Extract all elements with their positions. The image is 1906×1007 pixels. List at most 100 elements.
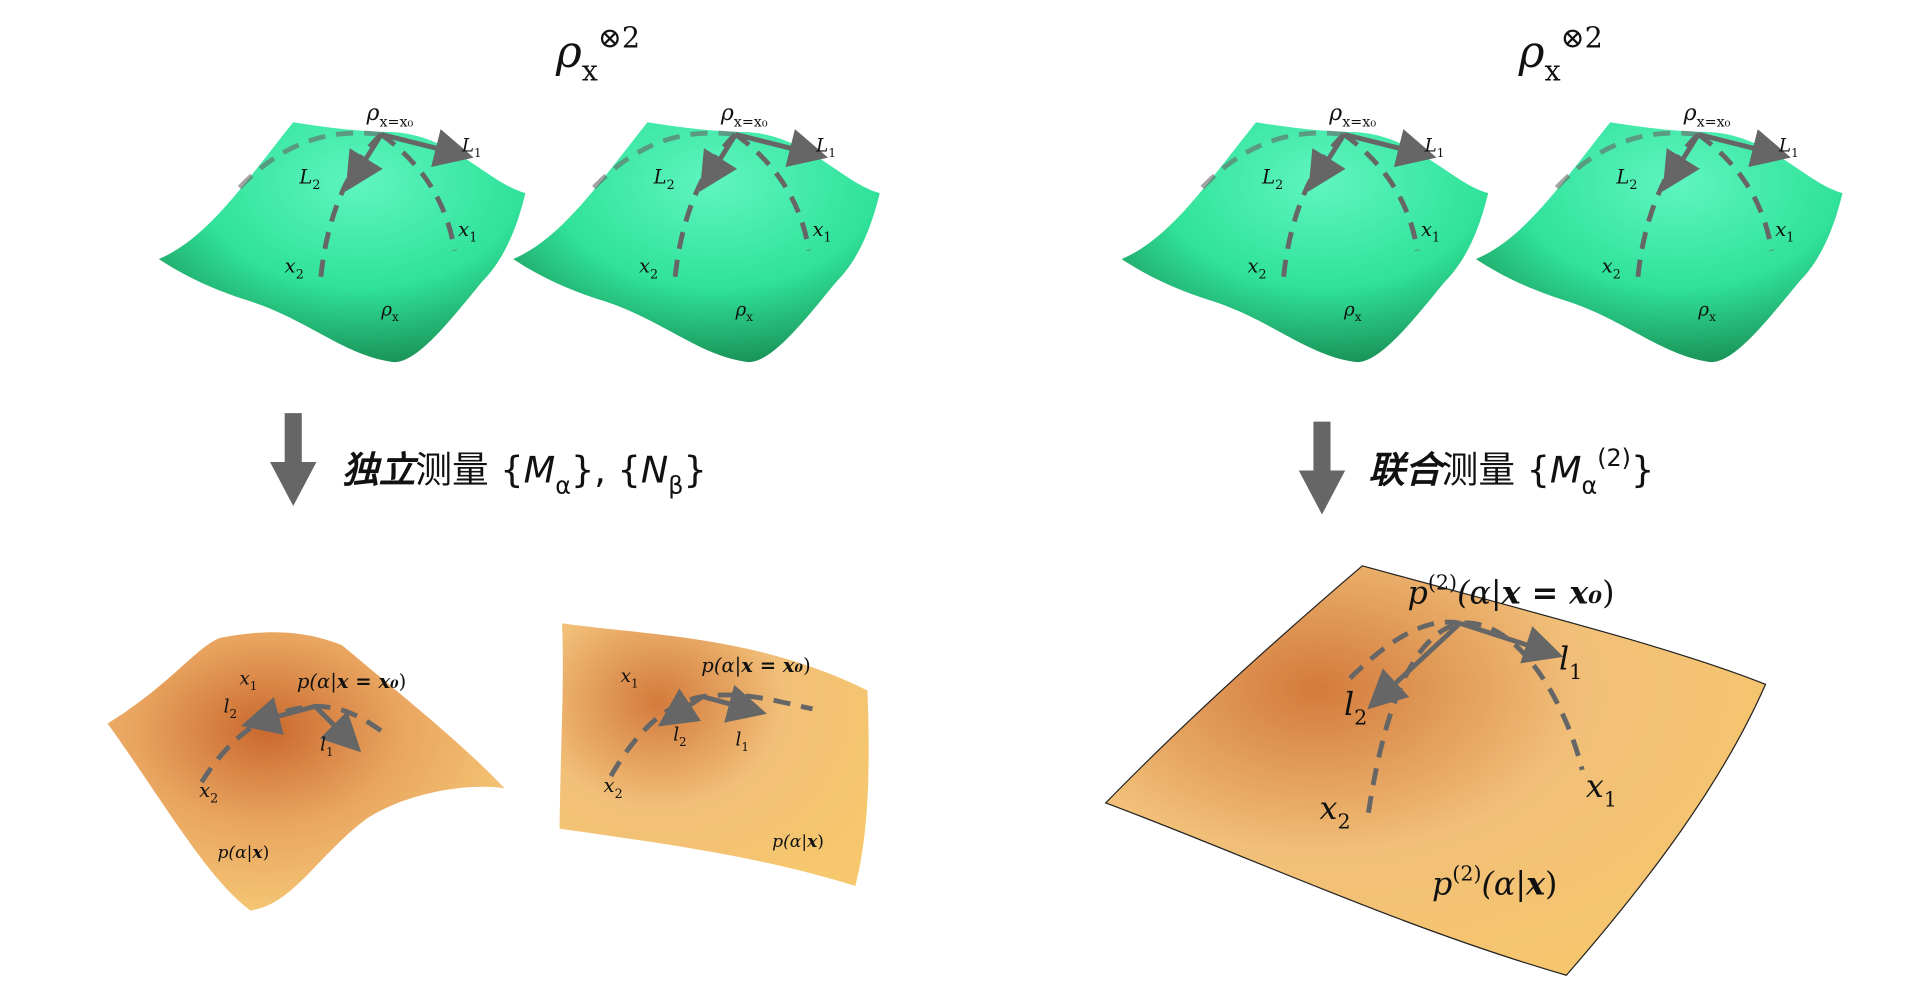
label: x1 bbox=[1421, 218, 1440, 245]
tangent-arrow bbox=[1343, 129, 1437, 168]
label-part: x bbox=[1525, 866, 1546, 903]
label-part: 2 bbox=[210, 791, 218, 806]
label-part: x bbox=[746, 310, 753, 324]
dashed-curve bbox=[1280, 132, 1346, 287]
label-part: ) bbox=[1602, 576, 1614, 612]
label-part: 2 bbox=[229, 707, 237, 721]
label: x1 bbox=[1586, 769, 1617, 812]
dashed-curve bbox=[734, 132, 812, 251]
label-part: ρ bbox=[366, 101, 380, 126]
dashed-curve bbox=[317, 132, 383, 287]
label: x2 bbox=[1602, 255, 1621, 282]
label-part: L bbox=[1778, 136, 1791, 157]
label-part: x bbox=[582, 53, 598, 87]
label-part: x bbox=[621, 666, 632, 687]
label-part: 2 bbox=[650, 266, 658, 281]
label-part: 2 bbox=[667, 177, 675, 192]
label: x2 bbox=[604, 774, 623, 801]
label: x2 bbox=[199, 779, 218, 806]
label-part: N bbox=[641, 449, 668, 492]
dashed-curve bbox=[671, 132, 738, 287]
outcome-surface bbox=[107, 632, 505, 911]
label-part: L bbox=[1424, 136, 1437, 157]
tangent-arrows bbox=[241, 620, 1564, 753]
label-part: L bbox=[298, 165, 312, 188]
label-part: x bbox=[1775, 218, 1786, 241]
label: x2 bbox=[1247, 255, 1266, 282]
label-part: x bbox=[1355, 310, 1362, 324]
label-part: l bbox=[1344, 687, 1354, 723]
label-part: M bbox=[1550, 449, 1582, 492]
tangent-arrow bbox=[345, 133, 384, 192]
label-part: 1 bbox=[1437, 146, 1445, 160]
label: L2 bbox=[1261, 165, 1283, 192]
label-part: 1 bbox=[250, 679, 258, 693]
label-part: (2) bbox=[1597, 444, 1631, 472]
outcome-surface bbox=[1104, 565, 1767, 976]
label-part: ρ bbox=[720, 101, 734, 126]
label-part: x = x₀ bbox=[740, 654, 803, 677]
label-part: L bbox=[1615, 165, 1629, 188]
label-part: 1 bbox=[1432, 230, 1440, 245]
label: L1 bbox=[1424, 136, 1445, 161]
label-part: 独立 bbox=[342, 449, 419, 492]
label-part: ρ bbox=[1683, 101, 1697, 126]
label-part: p bbox=[1432, 867, 1452, 903]
label-part: L bbox=[461, 136, 474, 157]
label-part: x = x₀ bbox=[336, 670, 399, 693]
label: L2 bbox=[1615, 165, 1637, 192]
dashed-curve bbox=[1696, 132, 1775, 251]
label: l1 bbox=[1559, 642, 1582, 685]
label-part: 2 bbox=[615, 786, 623, 801]
label-part: x=x₀ bbox=[1697, 114, 1731, 130]
label-part: p(α| bbox=[297, 670, 337, 694]
label: ρx=x₀ bbox=[1328, 101, 1376, 131]
label: x1 bbox=[458, 218, 477, 245]
down-arrow bbox=[270, 413, 317, 506]
label-part: l bbox=[736, 729, 742, 750]
label-part: ρ bbox=[555, 27, 582, 78]
green-surface bbox=[1475, 122, 1843, 363]
label-part: 1 bbox=[1569, 660, 1582, 684]
label: x1 bbox=[812, 218, 831, 245]
label: p(α|x) bbox=[217, 843, 269, 863]
label-part: l bbox=[1559, 642, 1569, 678]
label: l2 bbox=[673, 725, 686, 750]
label: l1 bbox=[320, 734, 333, 759]
label: p(α|x) bbox=[772, 832, 824, 852]
label-part: ρ bbox=[1328, 101, 1342, 126]
dashed-curve bbox=[1342, 132, 1420, 251]
label-part: (2) bbox=[1452, 861, 1481, 885]
label-part: ⊗2 bbox=[1561, 20, 1603, 54]
label-part: ρ bbox=[1697, 299, 1709, 320]
tangent-arrow bbox=[380, 129, 474, 168]
label-part: ρ bbox=[735, 299, 747, 320]
label-part: x bbox=[285, 255, 296, 278]
label-part: 1 bbox=[469, 230, 477, 245]
label-part: 2 bbox=[1354, 705, 1367, 729]
shapes bbox=[107, 413, 1767, 976]
label: L2 bbox=[653, 165, 675, 192]
green-surface bbox=[1121, 122, 1489, 363]
label-part: p(α| bbox=[217, 843, 252, 863]
label-part: 1 bbox=[631, 676, 639, 690]
label: x2 bbox=[285, 255, 304, 282]
label-part: 测量 { bbox=[1442, 449, 1550, 492]
label-part: } bbox=[1631, 449, 1654, 492]
tangent-arrow bbox=[699, 133, 738, 192]
green-surface bbox=[158, 122, 526, 363]
label-part: L bbox=[653, 165, 667, 188]
panel-title: ρx⊗2 bbox=[555, 20, 640, 87]
label-part: ) bbox=[263, 843, 270, 863]
dashed-curve bbox=[1193, 130, 1345, 198]
label-part: x bbox=[1586, 769, 1604, 805]
label-part: l bbox=[673, 725, 679, 746]
tangent-arrow bbox=[1308, 133, 1347, 192]
label-part: x bbox=[1247, 255, 1258, 278]
label-part: x bbox=[1545, 53, 1561, 87]
label: L1 bbox=[461, 136, 482, 161]
